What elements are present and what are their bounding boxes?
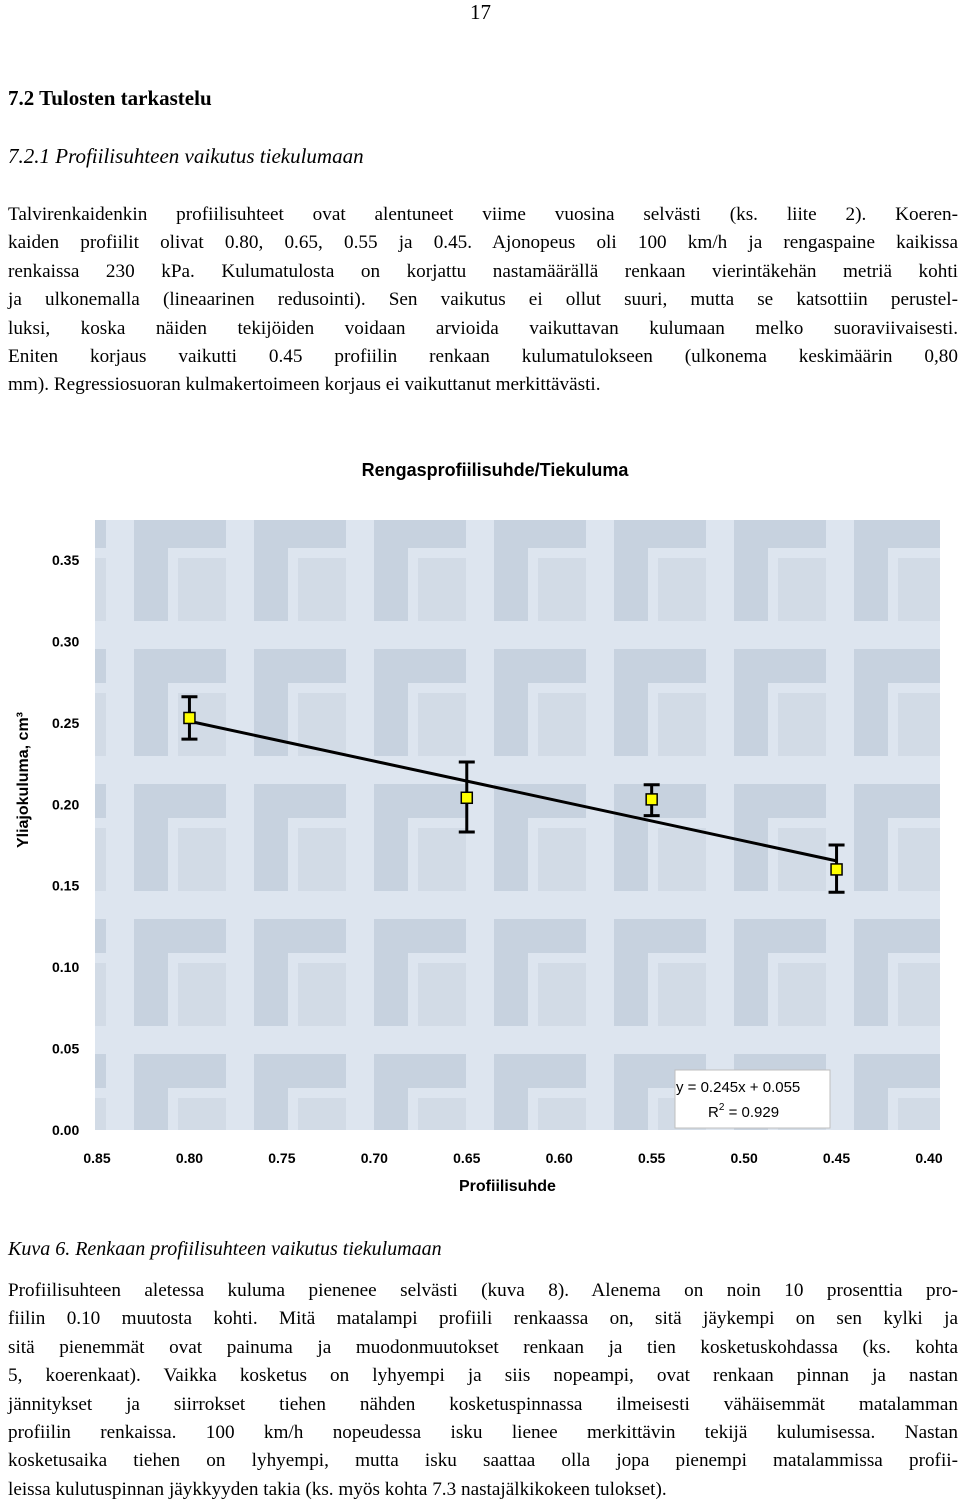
y-tick-label: 0.00 [52,1122,79,1138]
page-number: 17 [470,0,491,24]
text-line: kosketusaika tiehen on lyhyempi, mutta i… [8,1450,958,1472]
trendline-equation: y = 0.245x + 0.055 [676,1079,800,1096]
subsection-heading: 7.2.1 Profiilisuhteen vaikutus tiekuluma… [8,144,364,168]
x-tick-label: 0.55 [638,1150,665,1166]
text-line: leissa kulutuspinnan jäykkyyden takia (k… [8,1478,667,1500]
y-tick-label: 0.05 [52,1041,79,1057]
y-tick-label: 0.35 [52,552,79,568]
data-point [830,863,843,876]
trendline [189,719,837,863]
text-line: renkaissa 230 kPa. Kulumatulosta on korj… [8,260,958,282]
data-point [645,793,658,806]
text-line: sitä pienemmät ovat painuma ja muodonmuu… [8,1336,958,1358]
r-squared: R2 = 0.929 [708,1102,779,1121]
text-line: Eniten korjaus vaikutti 0.45 profiilin r… [8,346,958,368]
section-heading: 7.2 Tulosten tarkastelu [8,86,212,110]
text-line: Profiilisuhteen aletessa kuluma pienenee… [8,1280,958,1301]
text-line: mm). Regressiosuoran kulmakertoimeen kor… [8,374,601,396]
x-axis-label: Profiilisuhde [459,1178,556,1195]
figure-caption: Kuva 6. Renkaan profiilisuhteen vaikutus… [8,1238,442,1260]
y-tick-label: 0.10 [52,959,79,975]
chart: 0.35 0.30 0.25 0.20 0.15 0.10 0.05 0.00 0.85 0.8… [52,520,943,1166]
text-line: Talvirenkaidenkin profiilisuhteet ovat a… [8,204,958,225]
outro-paragraph: Profiilisuhteen aletessa kuluma pienenee… [8,1277,958,1504]
text-line: ja ulkonemalla (lineaarinen redusointi).… [8,289,958,311]
text-line: jännitykset ja siirrokset tiehen nähden … [8,1393,958,1415]
text-line: luksi, koska näiden tekijöiden voidaan a… [8,317,958,339]
x-tick-label: 0.65 [453,1150,480,1166]
chart-title: Rengasprofiilisuhde/Tiekuluma [361,460,629,480]
intro-paragraph: Talvirenkaidenkin profiilisuhteet ovat a… [8,201,958,400]
data-point [460,791,474,805]
equation-box: y = 0.245x + 0.055 R2 = 0.929 [674,1069,831,1129]
text-line: fiilin 0.10 muutosta kohti. Mitä matalam… [8,1308,958,1330]
y-tick-label: 0.20 [52,796,79,812]
y-tick-label: 0.25 [52,715,79,731]
text-line: kaiden profiilit olivat 0.80, 0.65, 0.55… [8,232,958,254]
x-tick-label: 0.60 [546,1150,573,1166]
data-point [183,711,196,725]
x-tick-label: 0.80 [176,1150,203,1166]
x-tick-label: 0.70 [361,1150,388,1166]
y-tick-label: 0.15 [52,878,79,894]
x-tick-label: 0.85 [83,1150,110,1166]
text-line: profiilin renkaissa. 100 km/h nopeudessa… [8,1422,958,1444]
x-tick-label: 0.45 [823,1150,850,1166]
plot-background [95,520,940,1130]
y-tick-label: 0.30 [52,633,79,649]
x-tick-label: 0.50 [730,1150,757,1166]
x-tick-label: 0.75 [268,1150,295,1166]
x-tick-label: 0.40 [915,1150,942,1166]
text-line: 5, koerenkaat). Vaikka kosketus on lyhye… [8,1365,958,1387]
